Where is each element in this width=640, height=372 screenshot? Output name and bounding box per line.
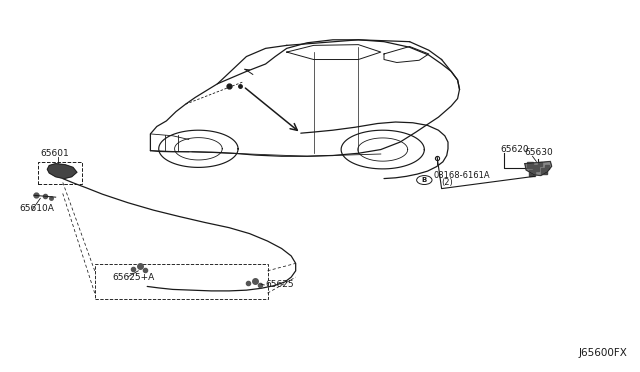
Text: 65630: 65630 [525, 148, 554, 157]
Polygon shape [525, 161, 552, 176]
Text: 65610A: 65610A [19, 204, 54, 213]
Polygon shape [47, 164, 77, 179]
Text: (2): (2) [442, 177, 453, 186]
Text: 65601: 65601 [40, 149, 69, 158]
FancyBboxPatch shape [38, 162, 82, 184]
Text: 65625: 65625 [266, 280, 294, 289]
Text: 65620: 65620 [500, 145, 529, 154]
Text: B: B [422, 177, 427, 183]
Text: J65600FX: J65600FX [579, 348, 627, 358]
Text: 08168-6161A: 08168-6161A [434, 171, 490, 180]
Text: 65625+A: 65625+A [112, 273, 154, 282]
